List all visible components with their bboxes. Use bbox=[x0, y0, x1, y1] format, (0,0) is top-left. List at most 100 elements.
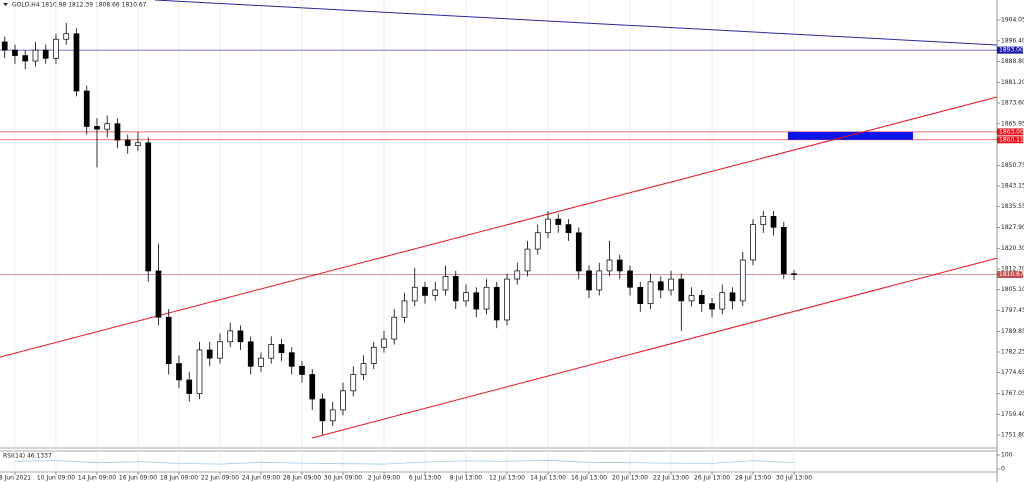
candle-body bbox=[329, 409, 336, 422]
y-tick-label: 1850.75 bbox=[1001, 162, 1024, 169]
zone-rect bbox=[787, 131, 913, 140]
candle-body bbox=[606, 259, 613, 272]
candle-body bbox=[73, 33, 80, 92]
y-tick-label: 1789.85 bbox=[1001, 328, 1024, 335]
candle-body bbox=[473, 292, 480, 310]
candle-body bbox=[524, 248, 531, 272]
candle-body bbox=[432, 289, 439, 296]
candle-body bbox=[83, 90, 90, 127]
menu-icon bbox=[3, 3, 8, 6]
candle-body bbox=[53, 38, 59, 59]
candle-body bbox=[770, 216, 777, 228]
candle-body bbox=[565, 224, 572, 234]
y-tick-label: 1767.05 bbox=[1001, 390, 1024, 397]
candle-body bbox=[258, 357, 264, 367]
level-label: 1893.00 bbox=[999, 47, 1024, 54]
candle-body bbox=[422, 286, 428, 296]
y-tick-label: 1751.80 bbox=[1001, 431, 1024, 438]
candle-body bbox=[545, 218, 551, 234]
y-tick-label: 1797.45 bbox=[1001, 307, 1024, 314]
candle-body bbox=[381, 338, 387, 348]
candle-body bbox=[288, 352, 295, 367]
candle-body bbox=[227, 330, 234, 343]
candle-body bbox=[729, 292, 736, 302]
trendline bbox=[154, 0, 998, 46]
candle-body bbox=[196, 349, 203, 394]
candle-body bbox=[688, 295, 695, 302]
candle-body bbox=[780, 226, 787, 275]
level-label: 1860.11 bbox=[999, 136, 1024, 143]
candle-body bbox=[32, 49, 39, 62]
candle-body bbox=[309, 374, 316, 400]
chart-title: GOLD,H4 1810.98 1812.39 1808.66 1810.67 bbox=[12, 2, 147, 9]
candle-body bbox=[350, 374, 357, 392]
candle-body bbox=[135, 142, 141, 146]
candle-body bbox=[442, 276, 449, 291]
candle-body bbox=[411, 286, 418, 302]
x-tick-label: 8 Jun 2021 bbox=[0, 475, 31, 482]
candle-body bbox=[319, 398, 326, 422]
x-tick-label: 22 Jun 09:00 bbox=[201, 475, 239, 482]
candle-body bbox=[206, 349, 213, 359]
candle-body bbox=[94, 126, 100, 130]
x-tick-label: 30 Jun 09:00 bbox=[324, 475, 362, 482]
x-tick-label: 20 Jul 13:00 bbox=[612, 475, 648, 482]
y-tick-label: 1782.25 bbox=[1001, 349, 1024, 356]
rsi-line bbox=[14, 459, 795, 465]
candle-body bbox=[596, 270, 603, 291]
x-tick-label: 16 Jun 09:00 bbox=[119, 475, 157, 482]
level-tag bbox=[997, 271, 1023, 279]
y-tick-label: 1888.80 bbox=[1001, 58, 1024, 65]
candle-body bbox=[514, 270, 521, 280]
candle-body bbox=[114, 123, 121, 141]
level-tag bbox=[997, 46, 1023, 54]
candle-body bbox=[657, 281, 664, 291]
candle-body bbox=[719, 292, 726, 310]
candle-body bbox=[165, 316, 172, 364]
candle-body bbox=[698, 295, 705, 304]
candle-body bbox=[452, 276, 459, 302]
rsi-label: RSI(14) 46.1337 bbox=[3, 453, 52, 460]
candle-body bbox=[586, 270, 592, 291]
y-tick-label: 1904.05 bbox=[1001, 17, 1024, 24]
candle-body bbox=[370, 346, 377, 364]
trendline bbox=[311, 257, 998, 439]
candle-body bbox=[791, 273, 797, 275]
candle-body bbox=[124, 139, 131, 146]
y-tick-label: 1881.20 bbox=[1001, 79, 1024, 86]
x-tick-label: 14 Jul 13:00 bbox=[530, 475, 566, 482]
x-tick-label: 26 Jul 13:00 bbox=[694, 475, 730, 482]
level-label: 1863.00 bbox=[999, 128, 1024, 135]
candle-body bbox=[709, 303, 715, 310]
x-tick-label: 16 Jul 13:00 bbox=[571, 475, 607, 482]
x-tick-label: 14 Jun 09:00 bbox=[78, 475, 116, 482]
y-tick-label: 1865.95 bbox=[1001, 120, 1024, 127]
level-tag bbox=[997, 128, 1023, 136]
candle-body bbox=[104, 123, 111, 130]
y-tick-label: 1835.55 bbox=[1001, 203, 1024, 210]
x-tick-label: 2 Jul 09:00 bbox=[368, 475, 400, 482]
rsi-tick-label: 100 bbox=[1001, 452, 1013, 459]
candle-body bbox=[760, 216, 767, 225]
y-tick-label: 1896.40 bbox=[1001, 37, 1024, 44]
x-tick-label: 6 Jul 13:00 bbox=[409, 475, 441, 482]
candle-body bbox=[12, 49, 18, 56]
x-tick-label: 18 Jun 09:00 bbox=[160, 475, 198, 482]
candle-body bbox=[637, 286, 644, 304]
y-tick-label: 1805.10 bbox=[1001, 286, 1024, 293]
x-tick-label: 22 Jul 13:00 bbox=[653, 475, 689, 482]
candle-body bbox=[340, 390, 346, 411]
x-tick-label: 24 Jun 09:00 bbox=[242, 475, 280, 482]
rsi-tick-label: 0 bbox=[1001, 466, 1005, 473]
y-tick-label: 1843.15 bbox=[1001, 183, 1024, 190]
candle-body bbox=[463, 292, 469, 302]
candle-body bbox=[247, 341, 254, 367]
y-tick-label: 1873.60 bbox=[1001, 100, 1024, 107]
candle-body bbox=[42, 49, 49, 59]
candle-body bbox=[483, 286, 490, 310]
x-tick-label: 12 Jul 13:00 bbox=[489, 475, 525, 482]
candle-body bbox=[268, 344, 275, 359]
candle-body bbox=[668, 278, 674, 291]
x-tick-label: 28 Jun 09:00 bbox=[283, 475, 321, 482]
candle-body bbox=[237, 330, 244, 343]
